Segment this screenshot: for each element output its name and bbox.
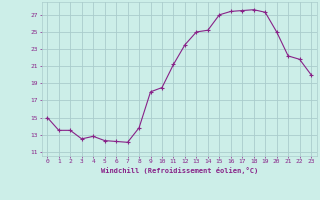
X-axis label: Windchill (Refroidissement éolien,°C): Windchill (Refroidissement éolien,°C) <box>100 167 258 174</box>
